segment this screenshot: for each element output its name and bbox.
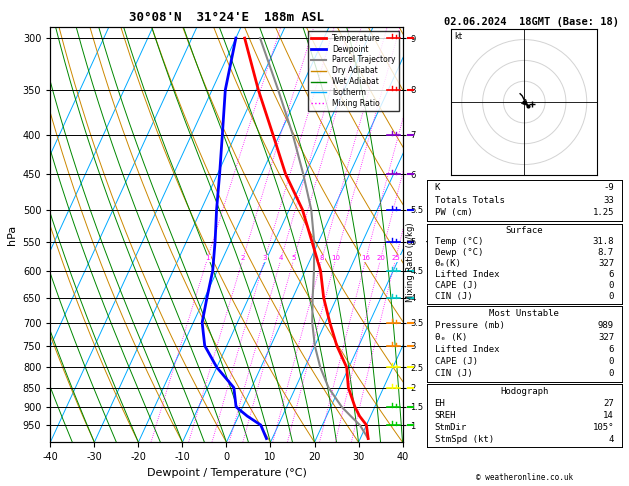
Text: 3: 3 <box>263 255 267 261</box>
Text: 0: 0 <box>609 369 614 378</box>
Text: 327: 327 <box>598 333 614 342</box>
Text: 5: 5 <box>292 255 296 261</box>
Text: Dewp (°C): Dewp (°C) <box>435 248 483 257</box>
Text: CAPE (J): CAPE (J) <box>435 357 477 366</box>
Text: 1: 1 <box>205 255 210 261</box>
Text: 31.8: 31.8 <box>593 237 614 246</box>
Text: 6: 6 <box>609 346 614 354</box>
Text: CAPE (J): CAPE (J) <box>435 281 477 290</box>
Title: 30°08'N  31°24'E  188m ASL: 30°08'N 31°24'E 188m ASL <box>129 11 324 24</box>
Text: CIN (J): CIN (J) <box>435 369 472 378</box>
Text: 25: 25 <box>391 255 400 261</box>
Text: 10: 10 <box>331 255 340 261</box>
Text: Surface: Surface <box>506 226 543 235</box>
Text: StmDir: StmDir <box>435 423 467 432</box>
Text: 989: 989 <box>598 321 614 330</box>
Text: SREH: SREH <box>435 411 456 420</box>
Text: θₑ(K): θₑ(K) <box>435 259 462 268</box>
Text: Temp (°C): Temp (°C) <box>435 237 483 246</box>
Text: 02.06.2024  18GMT (Base: 18): 02.06.2024 18GMT (Base: 18) <box>444 17 619 27</box>
Y-axis label: hPa: hPa <box>7 225 17 244</box>
Text: 16: 16 <box>362 255 370 261</box>
Text: 0: 0 <box>609 357 614 366</box>
Text: Hodograph: Hodograph <box>500 387 548 396</box>
Text: 8: 8 <box>320 255 325 261</box>
Text: -9: -9 <box>603 183 614 192</box>
Y-axis label: km
ASL: km ASL <box>426 226 448 243</box>
Text: Lifted Index: Lifted Index <box>435 346 499 354</box>
Text: 327: 327 <box>598 259 614 268</box>
X-axis label: Dewpoint / Temperature (°C): Dewpoint / Temperature (°C) <box>147 468 306 478</box>
Text: Most Unstable: Most Unstable <box>489 310 559 318</box>
Text: 2: 2 <box>241 255 245 261</box>
Text: kt: kt <box>454 33 462 41</box>
Text: Mixing Ratio (g/kg): Mixing Ratio (g/kg) <box>406 223 415 302</box>
Text: 0: 0 <box>609 292 614 301</box>
Text: Totals Totals: Totals Totals <box>435 196 504 205</box>
Text: Lifted Index: Lifted Index <box>435 270 499 279</box>
Legend: Temperature, Dewpoint, Parcel Trajectory, Dry Adiabat, Wet Adiabat, Isotherm, Mi: Temperature, Dewpoint, Parcel Trajectory… <box>308 31 399 111</box>
Text: 20: 20 <box>376 255 385 261</box>
Text: EH: EH <box>435 399 445 408</box>
Text: 33: 33 <box>603 196 614 205</box>
Text: 14: 14 <box>603 411 614 420</box>
Text: Pressure (mb): Pressure (mb) <box>435 321 504 330</box>
Text: 0: 0 <box>609 281 614 290</box>
Text: 27: 27 <box>603 399 614 408</box>
Text: θₑ (K): θₑ (K) <box>435 333 467 342</box>
Text: CIN (J): CIN (J) <box>435 292 472 301</box>
Text: © weatheronline.co.uk: © weatheronline.co.uk <box>476 473 573 482</box>
Text: StmSpd (kt): StmSpd (kt) <box>435 435 494 444</box>
Text: PW (cm): PW (cm) <box>435 208 472 218</box>
Text: 8.7: 8.7 <box>598 248 614 257</box>
Text: 4: 4 <box>279 255 284 261</box>
Text: 4: 4 <box>609 435 614 444</box>
Text: 1.25: 1.25 <box>593 208 614 218</box>
Text: 105°: 105° <box>593 423 614 432</box>
Text: K: K <box>435 183 440 192</box>
Text: 6: 6 <box>609 270 614 279</box>
